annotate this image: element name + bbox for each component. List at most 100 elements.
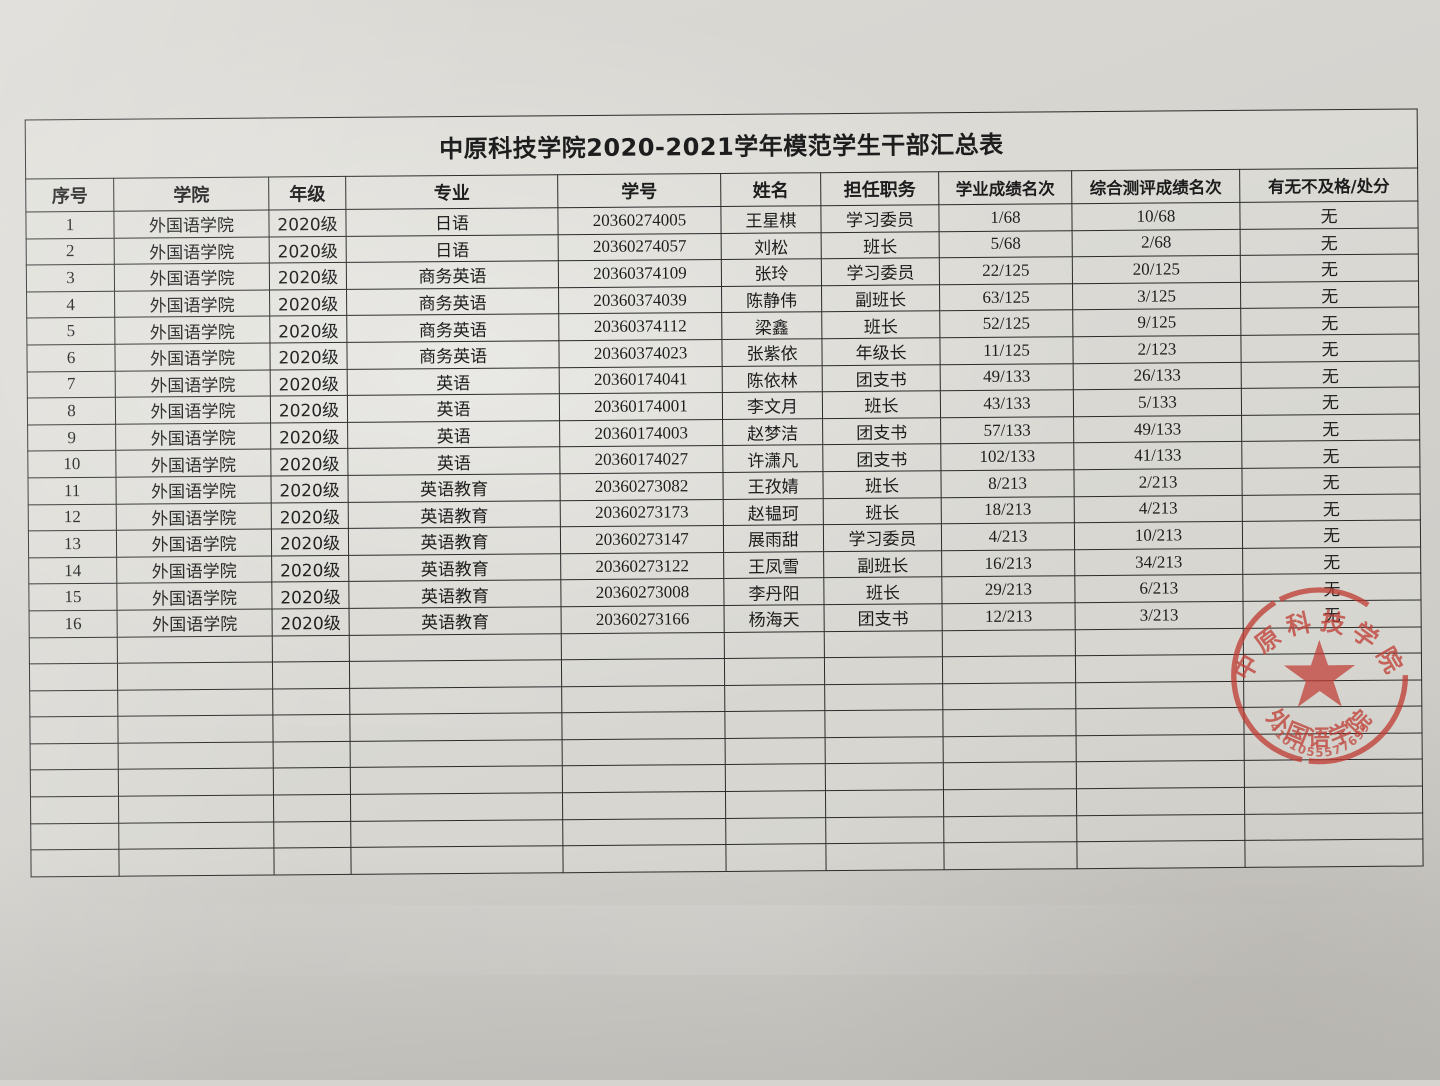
cell-college: 外国语学院	[114, 316, 270, 345]
cell-comp: 2/213	[1073, 468, 1243, 497]
cell-acad: 11/125	[939, 336, 1074, 365]
cell-fail: 无	[1241, 387, 1420, 416]
cell-fail: 无	[1242, 546, 1421, 575]
column-header-seq: 序号	[25, 178, 114, 212]
cell-comp: 9/125	[1072, 308, 1241, 337]
empty-cell-fail	[1244, 812, 1423, 841]
cell-fail: 无	[1240, 307, 1419, 336]
document-title: 中原科技学院2020-2021学年模范学生干部汇总表	[25, 109, 1418, 179]
cell-name: 张玲	[721, 258, 822, 287]
cell-major: 英语	[347, 420, 560, 449]
cell-sid: 20360274005	[557, 206, 722, 235]
student-cadre-summary-table: 中原科技学院2020-2021学年模范学生干部汇总表 序号 学院 年级 专业 学…	[25, 109, 1424, 878]
cell-fail: 无	[1242, 493, 1421, 522]
empty-cell-comp	[1075, 654, 1244, 683]
column-header-role: 担任职务	[820, 171, 939, 206]
empty-cell-sid	[561, 631, 725, 660]
empty-cell-name	[725, 737, 826, 765]
cell-college: 外国语学院	[116, 529, 272, 557]
empty-cell-college	[118, 741, 274, 770]
cell-fail: 无	[1241, 413, 1420, 442]
cell-role: 学习委员	[823, 523, 942, 552]
empty-cell-fail	[1244, 786, 1423, 815]
empty-cell-name	[725, 843, 827, 872]
empty-cell-comp	[1076, 787, 1245, 816]
cell-major: 英语教育	[348, 580, 562, 609]
cell-sid: 20360174003	[559, 419, 723, 448]
cell-major: 日语	[345, 207, 559, 237]
cell-grade: 2020级	[268, 209, 347, 237]
empty-cell-grade	[272, 688, 350, 716]
cell-acad: 29/213	[941, 576, 1076, 604]
empty-cell-major	[349, 659, 562, 689]
cell-major: 英语教育	[348, 500, 561, 529]
empty-cell-name	[724, 631, 825, 659]
cell-sid: 20360273147	[560, 525, 724, 554]
cell-sid: 20360374023	[558, 339, 723, 368]
empty-cell-fail	[1243, 706, 1423, 735]
empty-cell-grade	[273, 821, 351, 849]
cell-major: 商务英语	[346, 314, 559, 343]
empty-cell-seq	[30, 822, 119, 851]
empty-cell-seq	[29, 636, 118, 665]
cell-grade: 2020级	[271, 501, 349, 530]
cell-name: 杨海天	[724, 604, 825, 632]
empty-cell-grade	[272, 661, 350, 689]
empty-cell-fail	[1244, 839, 1424, 868]
cell-grade: 2020级	[269, 315, 347, 343]
empty-cell-acad	[943, 735, 1077, 764]
cell-name: 赵韫珂	[723, 498, 824, 526]
cell-major: 英语	[347, 367, 560, 396]
column-header-academic-rank: 学业成绩名次	[938, 170, 1072, 205]
empty-cell-role	[825, 789, 944, 818]
cell-college: 外国语学院	[116, 582, 273, 611]
cell-name: 李丹阳	[723, 577, 825, 606]
cell-acad: 102/133	[940, 443, 1074, 471]
empty-cell-grade	[273, 767, 351, 796]
cell-role: 班长	[821, 231, 940, 259]
cell-role: 副班长	[823, 550, 942, 578]
empty-cell-name	[725, 817, 826, 845]
empty-cell-acad	[942, 629, 1076, 657]
empty-cell-role	[824, 683, 943, 711]
cell-grade: 2020级	[271, 555, 349, 583]
empty-cell-role	[824, 656, 943, 685]
cell-comp: 10/213	[1074, 521, 1243, 550]
cell-seq: 13	[28, 530, 117, 558]
empty-cell-major	[349, 713, 563, 742]
cell-college: 外国语学院	[114, 289, 270, 318]
empty-cell-seq	[29, 716, 119, 744]
cell-fail: 无	[1239, 201, 1419, 229]
table-body: 1 外国语学院 2020级 日语 20360274005 王星棋 学习委员 1/68 10/68…	[25, 201, 1424, 877]
empty-cell-role	[824, 630, 943, 658]
cell-comp: 49/133	[1073, 415, 1242, 444]
cell-fail: 无	[1240, 280, 1419, 309]
cell-comp: 5/133	[1073, 388, 1242, 417]
cell-sid: 20360273122	[560, 552, 724, 581]
empty-cell-name	[725, 790, 826, 819]
cell-fail: 无	[1241, 360, 1420, 389]
cell-comp: 4/213	[1074, 494, 1243, 523]
cell-major: 商务英语	[346, 260, 559, 290]
cell-grade: 2020级	[269, 342, 348, 370]
cell-major: 英语教育	[348, 553, 561, 582]
cell-acad: 43/133	[940, 389, 1074, 418]
cell-grade: 2020级	[269, 262, 347, 290]
cell-major: 英语教育	[348, 526, 561, 556]
empty-cell-seq	[30, 743, 119, 771]
empty-cell-grade	[273, 847, 352, 875]
cell-role: 学习委员	[820, 204, 940, 233]
cell-comp: 34/213	[1074, 548, 1243, 577]
cell-acad: 12/213	[942, 602, 1076, 631]
cell-sid: 20360273166	[561, 605, 725, 634]
cell-acad: 22/125	[939, 256, 1073, 285]
cell-sid: 20360273082	[559, 472, 724, 501]
empty-cell-acad	[943, 788, 1077, 817]
cell-seq: 6	[26, 344, 116, 372]
empty-cell-role	[825, 763, 944, 791]
cell-fail: 无	[1242, 573, 1422, 602]
cell-grade: 2020级	[270, 395, 348, 423]
cell-sid: 20360174041	[559, 366, 723, 394]
cell-seq: 2	[26, 237, 115, 266]
cell-seq: 14	[28, 556, 117, 585]
